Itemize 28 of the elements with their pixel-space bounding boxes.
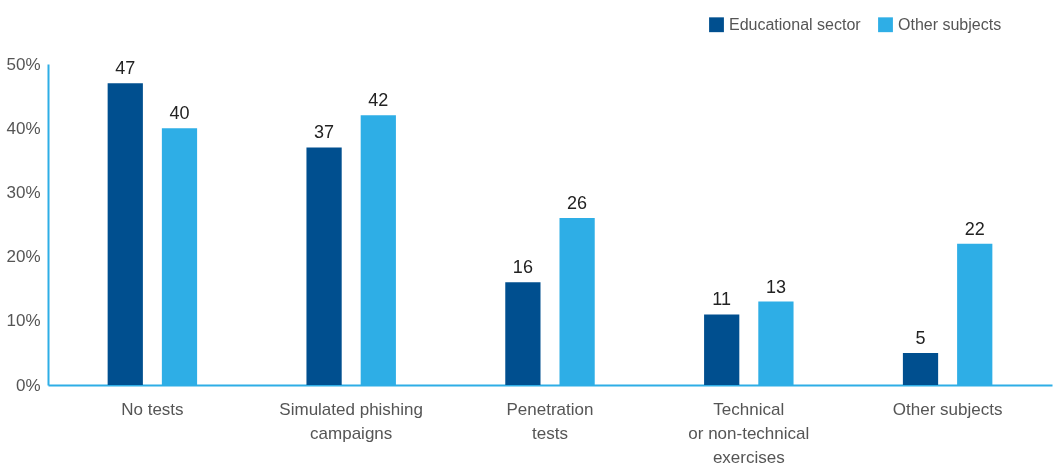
x-tick-label: No tests [121, 399, 184, 419]
legend-label: Other subjects [898, 15, 1002, 33]
bar [107, 83, 143, 385]
x-tick-label: Simulated phishing campaigns [279, 399, 424, 443]
data-label: 37 [314, 122, 335, 143]
y-tick-label: 30% [6, 182, 41, 202]
data-label: 47 [115, 58, 136, 79]
bar [306, 147, 342, 385]
data-label: 26 [567, 193, 588, 214]
data-label: 16 [512, 257, 533, 278]
data-label: 22 [964, 218, 985, 239]
data-label: 40 [169, 103, 190, 124]
y-tick-label: 50% [6, 54, 41, 74]
data-label: 42 [368, 90, 389, 111]
data-label: 11 [712, 289, 732, 310]
y-tick-label: 10% [6, 311, 41, 331]
x-tick-label: Penetration tests [506, 399, 594, 443]
data-label: 5 [915, 327, 926, 348]
x-tick-label: Technical or non-technical exercises [688, 399, 810, 467]
data-label: 13 [765, 276, 786, 297]
y-tick-label: 20% [6, 247, 41, 267]
x-tick-label: Other subjects [892, 399, 1003, 419]
bar [902, 352, 939, 385]
bar [704, 314, 740, 385]
y-tick-label: 0% [15, 375, 41, 395]
bar [505, 282, 541, 385]
y-tick-label: 40% [6, 118, 41, 138]
legend-label: Educational sector [729, 15, 862, 33]
